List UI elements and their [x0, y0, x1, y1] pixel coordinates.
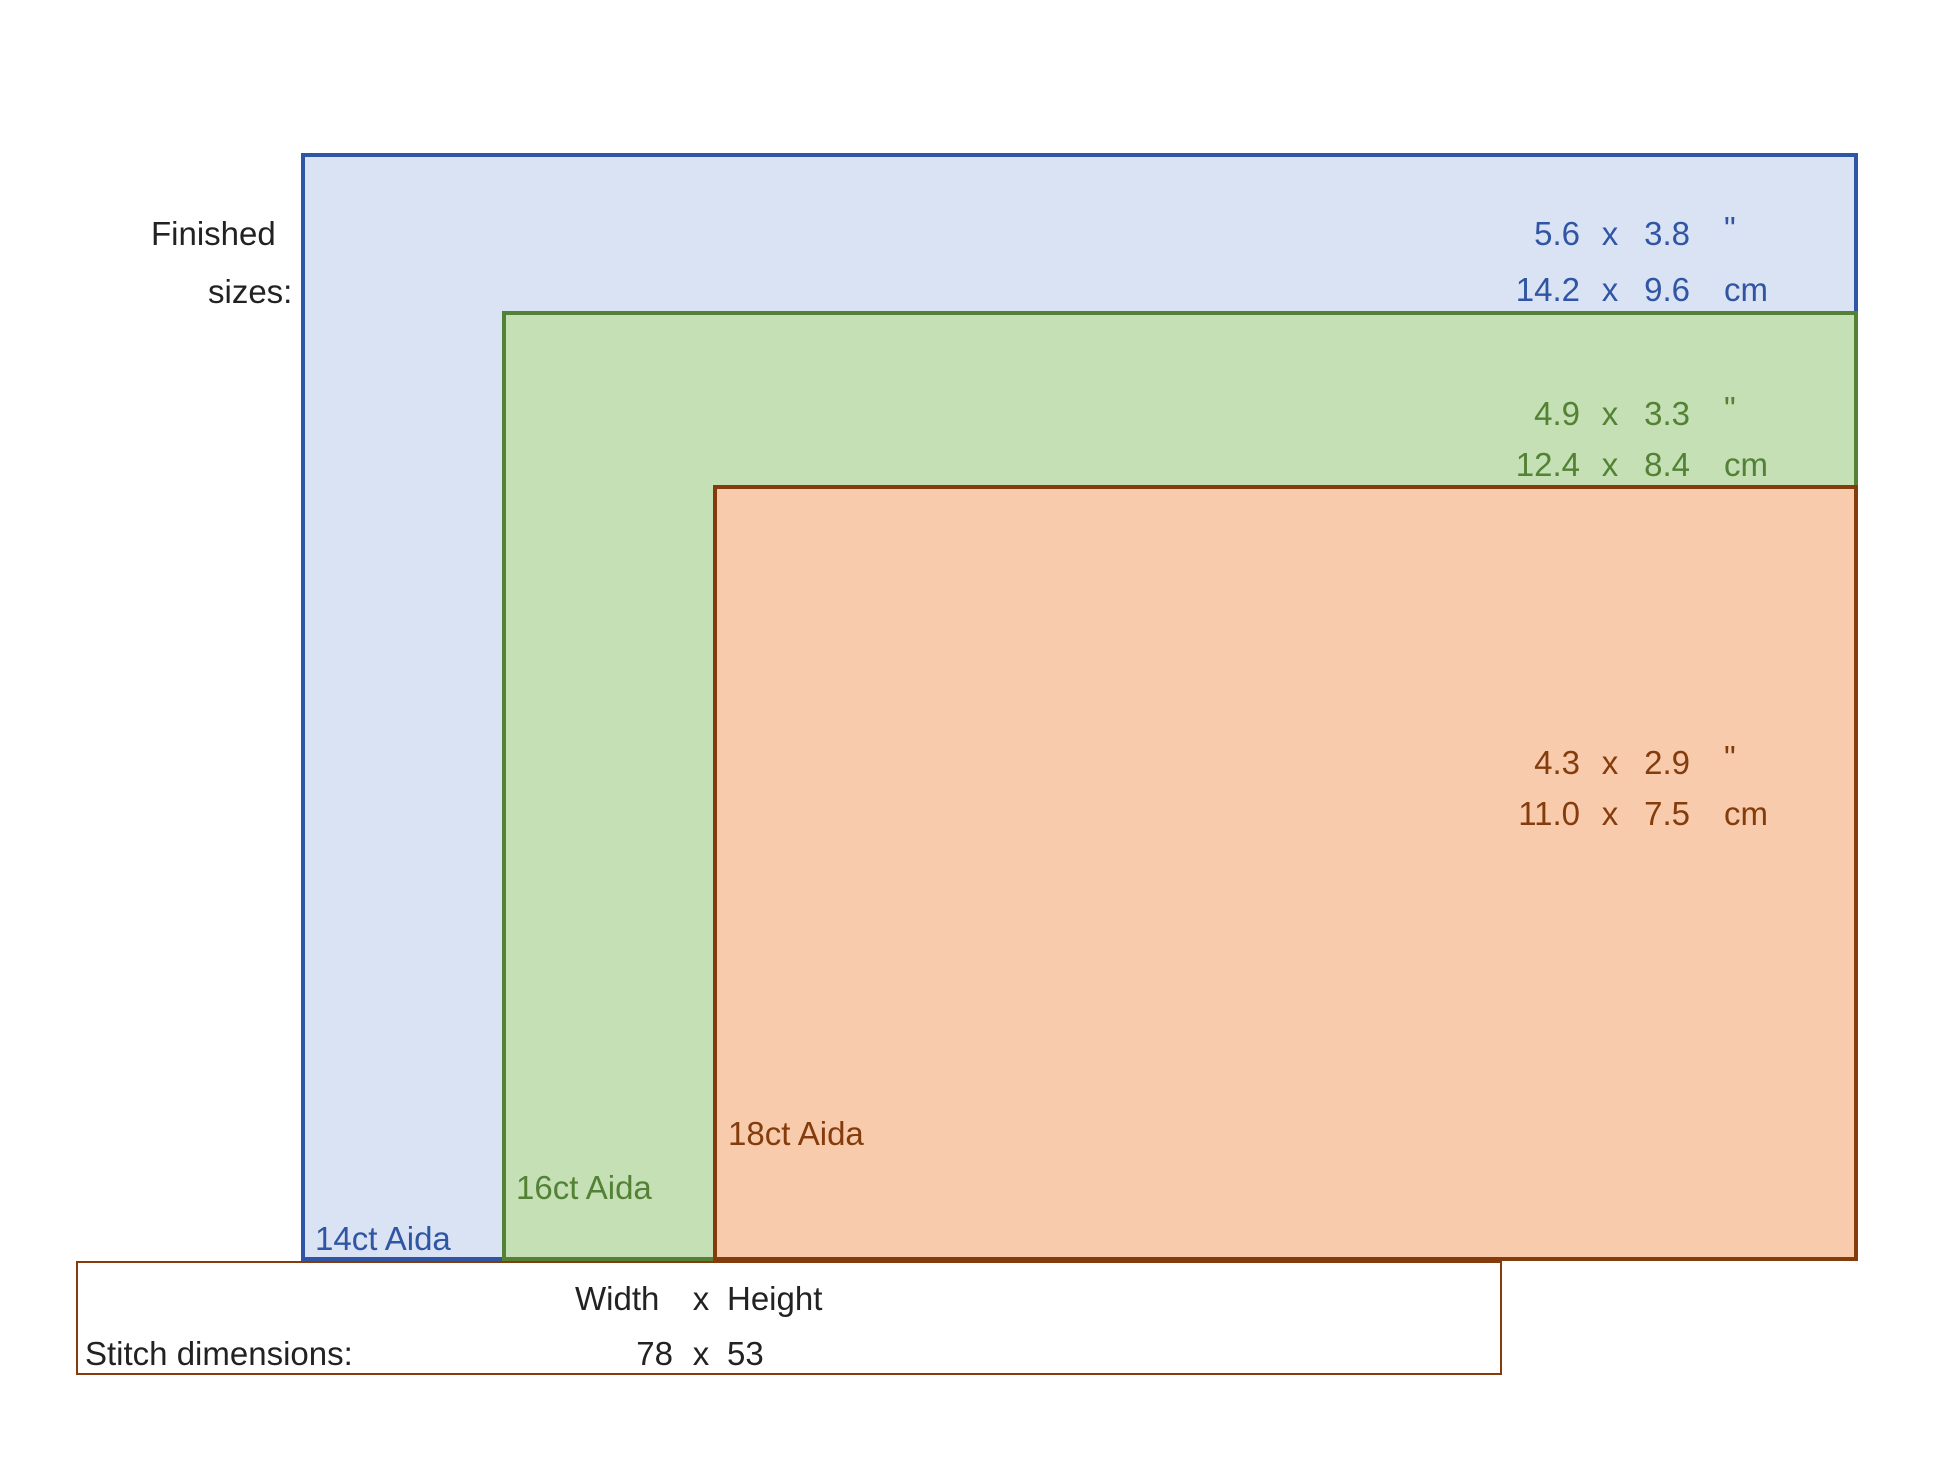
- aida-14ct-cm-x: x: [1601, 271, 1619, 308]
- aida-14ct-cm-height: 9.6: [1644, 271, 1690, 308]
- aida-16ct-cm-unit: cm: [1724, 446, 1768, 483]
- stitch-header-x: x: [692, 1280, 710, 1317]
- aida-16ct-cm-x: x: [1601, 446, 1619, 483]
- aida-16ct-cm-height: 8.4: [1644, 446, 1690, 483]
- aida-16ct-label: 16ct Aida: [516, 1169, 652, 1206]
- aida-14ct-inch-height: 3.8: [1644, 215, 1690, 252]
- stitch-height-value: 53: [727, 1335, 764, 1372]
- aida-18ct-inch-unit: ": [1724, 739, 1736, 776]
- aida-18ct-cm-x: x: [1601, 795, 1619, 832]
- aida-18ct-label: 18ct Aida: [728, 1115, 864, 1152]
- aida-14ct-label: 14ct Aida: [315, 1220, 451, 1257]
- stitch-dimensions-label: Stitch dimensions:: [85, 1335, 353, 1372]
- aida-18ct-area: [713, 485, 1858, 1261]
- stitch-dimensions-box: [76, 1261, 1502, 1375]
- aida-18ct-inch-x: x: [1601, 744, 1619, 781]
- aida-16ct-inch-width: 4.9: [1534, 395, 1580, 432]
- aida-18ct-inch-height: 2.9: [1644, 744, 1690, 781]
- aida-16ct-inch-x: x: [1601, 395, 1619, 432]
- stitch-header-width: Width: [575, 1280, 660, 1317]
- aida-14ct-cm-unit: cm: [1724, 271, 1768, 308]
- aida-16ct-inch-height: 3.3: [1644, 395, 1690, 432]
- aida-14ct-cm-width: 14.2: [1515, 271, 1580, 308]
- finished-sizes-label-line2: sizes:: [208, 273, 293, 310]
- aida-16ct-cm-width: 12.4: [1515, 446, 1580, 483]
- stitch-width-value: 78: [636, 1335, 673, 1372]
- finished-sizes-label-line1: Finished: [151, 215, 276, 252]
- aida-16ct-inch-unit: ": [1724, 390, 1736, 427]
- aida-18ct-cm-width: 11.0: [1518, 795, 1580, 832]
- aida-18ct-cm-unit: cm: [1724, 795, 1768, 832]
- aida-14ct-inch-x: x: [1601, 215, 1619, 252]
- aida-14ct-inch-unit: ": [1724, 210, 1736, 247]
- stitch-header-height: Height: [727, 1280, 823, 1317]
- aida-14ct-inch-width: 5.6: [1534, 215, 1580, 252]
- aida-18ct-inch-width: 4.3: [1534, 744, 1580, 781]
- aida-18ct-cm-height: 7.5: [1644, 795, 1690, 832]
- stitch-x: x: [692, 1335, 710, 1372]
